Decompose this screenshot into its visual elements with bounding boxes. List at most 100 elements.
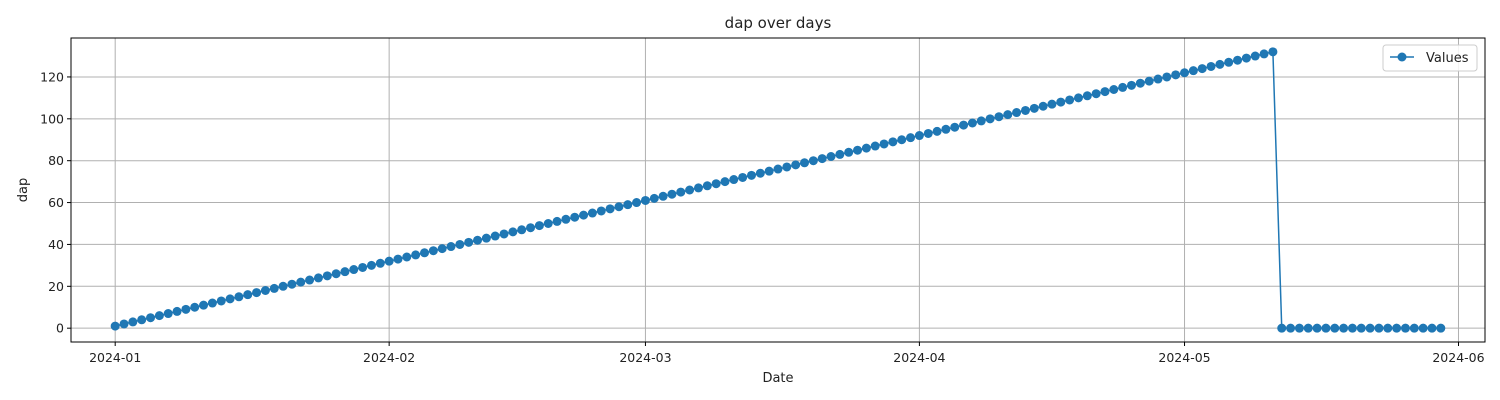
legend-label: Values <box>1426 51 1469 66</box>
data-point <box>543 219 553 228</box>
data-point <box>305 275 315 285</box>
data-point <box>490 231 500 241</box>
data-point <box>110 321 120 331</box>
data-point <box>1073 93 1083 103</box>
data-point <box>817 154 827 164</box>
data-point <box>313 273 323 283</box>
data-point <box>561 214 571 224</box>
x-tick-label: 2024-02 <box>363 350 415 365</box>
data-point <box>260 286 270 295</box>
data-point <box>322 271 332 281</box>
data-point <box>1135 78 1145 88</box>
data-point <box>570 212 580 222</box>
data-point <box>517 225 527 235</box>
data-point <box>914 131 924 141</box>
data-point <box>640 195 650 205</box>
data-point <box>1100 87 1110 97</box>
series-values <box>110 47 1446 333</box>
data-point <box>534 221 544 231</box>
data-point <box>473 235 483 245</box>
legend: Values <box>1382 44 1478 72</box>
data-point <box>402 252 412 262</box>
data-point <box>1233 55 1243 65</box>
data-point <box>773 164 783 174</box>
data-point <box>711 179 721 189</box>
data-point <box>1127 80 1136 90</box>
data-point <box>853 145 863 155</box>
data-point <box>1356 323 1366 333</box>
data-point <box>420 248 429 258</box>
data-point <box>605 204 615 214</box>
y-tick-label: 40 <box>48 237 64 252</box>
data-point <box>1091 89 1101 99</box>
data-point <box>411 250 421 260</box>
data-point <box>870 141 880 151</box>
data-point <box>782 162 792 172</box>
data-point <box>623 200 633 210</box>
x-tick-label: 2024-05 <box>1158 350 1210 365</box>
data-point <box>1339 323 1349 333</box>
data-point <box>1109 85 1119 94</box>
data-point <box>702 181 712 191</box>
data-point <box>464 237 474 247</box>
data-point <box>526 223 536 233</box>
data-point <box>1427 323 1437 333</box>
data-point <box>1330 323 1340 333</box>
data-point <box>888 137 898 147</box>
data-point <box>587 208 597 218</box>
data-point <box>552 216 562 226</box>
data-point <box>1171 70 1181 80</box>
data-point <box>1206 61 1216 71</box>
data-point <box>923 128 933 138</box>
data-point <box>800 158 810 168</box>
data-point <box>658 191 668 201</box>
data-point <box>746 170 756 180</box>
data-point <box>932 126 942 136</box>
data-point <box>1365 323 1375 333</box>
data-point <box>163 309 173 319</box>
data-point <box>1294 323 1304 333</box>
data-point <box>1056 97 1066 107</box>
x-tick-label: 2024-06 <box>1432 350 1484 365</box>
data-point <box>146 313 156 323</box>
data-point <box>340 267 350 277</box>
data-point <box>1197 64 1207 74</box>
data-point <box>1277 323 1287 333</box>
data-point <box>234 292 244 302</box>
data-point <box>844 147 854 157</box>
data-point <box>1047 99 1057 109</box>
data-point <box>455 239 465 249</box>
y-tick-label: 80 <box>48 153 64 168</box>
data-point <box>1250 51 1260 61</box>
data-point <box>596 206 606 216</box>
data-point <box>1409 323 1419 333</box>
data-point <box>1118 82 1128 92</box>
data-point <box>1065 95 1075 105</box>
data-point <box>207 298 217 308</box>
data-point <box>269 283 279 293</box>
data-point <box>1224 57 1234 67</box>
data-point <box>1383 323 1393 333</box>
x-axis-ticks: 2024-01 2024-02 2024-03 2024-04 2024-05 2024-… <box>89 342 1485 365</box>
data-point <box>1153 74 1163 84</box>
data-point <box>614 202 624 212</box>
data-point <box>1312 323 1322 333</box>
grid <box>71 38 1485 342</box>
data-point <box>1259 49 1269 59</box>
y-axis-label: dap <box>16 178 31 202</box>
data-point <box>1162 72 1172 82</box>
data-point <box>1241 53 1251 63</box>
data-point <box>1082 91 1092 101</box>
x-tick-label: 2024-03 <box>619 350 671 365</box>
data-point <box>897 135 907 145</box>
data-point <box>446 242 456 252</box>
data-point <box>1374 323 1384 333</box>
data-point <box>720 177 730 187</box>
data-point <box>967 118 977 128</box>
data-point <box>296 277 306 287</box>
data-point <box>976 116 986 126</box>
data-point <box>1012 108 1022 118</box>
data-point <box>1286 323 1296 333</box>
data-point <box>685 185 695 195</box>
